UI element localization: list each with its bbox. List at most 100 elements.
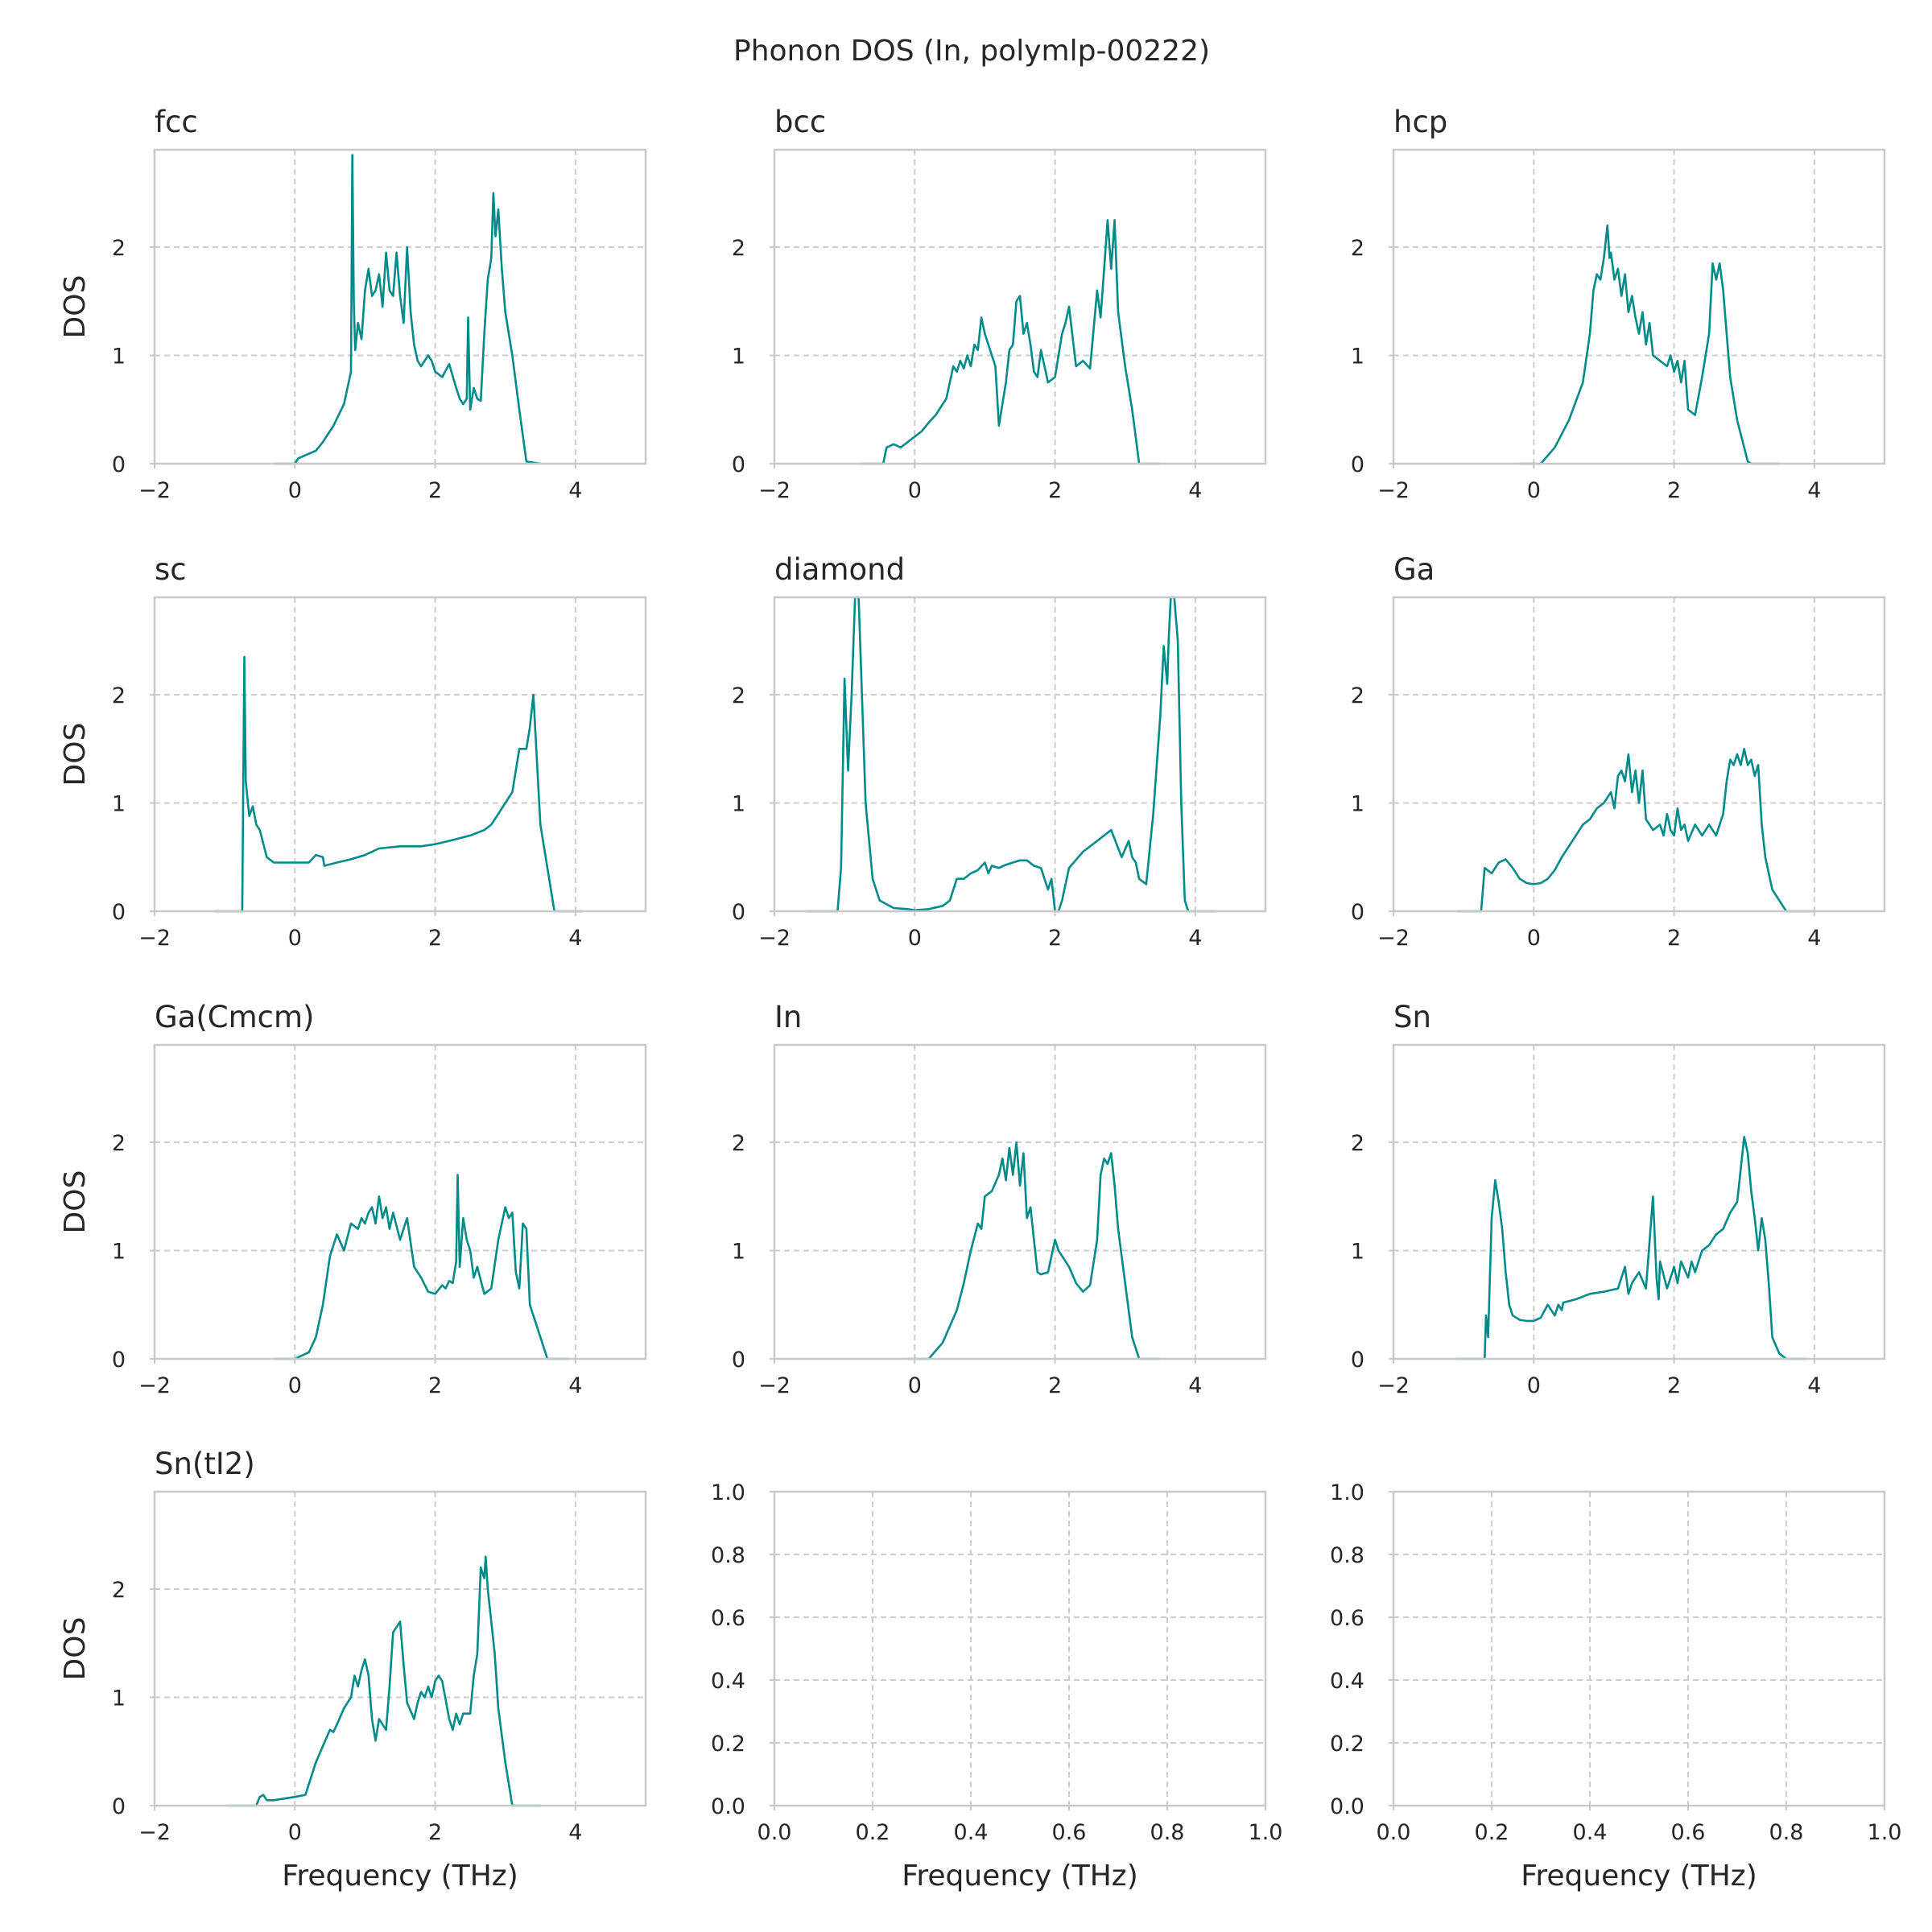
x-tick-label: 1.0: [1868, 1820, 1902, 1845]
dos-series-line: [274, 1174, 569, 1360]
panel-title: In: [774, 1000, 802, 1034]
y-tick-label: 1: [112, 1240, 126, 1265]
x-tick-label: −2: [758, 926, 791, 951]
y-tick-label: 2: [732, 1131, 745, 1156]
panel-title: fcc: [155, 105, 198, 139]
x-tick-label: 4: [568, 1373, 582, 1398]
x-tick-label: −2: [138, 478, 171, 503]
axes-frame: [773, 1490, 1267, 1807]
panel-fcc: −2 0 2 4 0 1 2 fcc DOS: [59, 105, 647, 503]
x-tick-label: 4: [568, 1820, 582, 1845]
dos-series-line: [858, 219, 1161, 465]
y-tick-label: 1: [1351, 345, 1364, 369]
x-tick-label: 0: [1527, 1373, 1541, 1398]
y-tick-label: 0.8: [711, 1543, 745, 1568]
x-tick-label: 4: [568, 926, 582, 951]
y-tick-label: 2: [112, 1578, 126, 1603]
y-tick-label: 2: [112, 683, 126, 708]
panel-sc: −2 0 2 4 0 1 2 sc DOS: [59, 552, 647, 951]
axes-frame: [153, 1490, 647, 1807]
y-tick-label: 0.2: [711, 1732, 745, 1757]
y-tick-label: 0.0: [1330, 1794, 1364, 1819]
axes-frame: [153, 148, 647, 465]
figure-title: Phonon DOS (In, polymlp-00222): [733, 35, 1210, 68]
x-tick-label: 0.2: [856, 1820, 890, 1845]
panel-title: Ga(Cmcm): [155, 1000, 314, 1034]
axes-frame: [153, 596, 647, 913]
x-tick-label: 0.8: [1150, 1820, 1185, 1845]
x-tick-label: 0.8: [1769, 1820, 1804, 1845]
y-tick-label: 0: [732, 452, 745, 477]
x-tick-label: 0: [908, 926, 922, 951]
x-tick-label: 2: [428, 478, 442, 503]
x-tick-label: −2: [1377, 1373, 1410, 1398]
x-tick-label: −2: [1377, 478, 1410, 503]
x-tick-label: 0.6: [1671, 1820, 1706, 1845]
dos-series-line: [907, 1141, 1161, 1360]
panels-container: −2 0 2 4 0 1 2 fcc DOS −2 0 2 4 0 1 2 bcc −2 0 2 4 0 1 2 hcp −2 0 2…: [59, 105, 1901, 1893]
y-tick-label: 0: [112, 900, 126, 925]
y-tick-label: 2: [112, 1131, 126, 1156]
axes-frame: [773, 148, 1267, 465]
panel-ga-cmcm: −2 0 2 4 0 1 2 Ga(Cmcm) DOS: [59, 1000, 647, 1398]
x-tick-label: 2: [428, 1373, 442, 1398]
y-tick-label: 0: [732, 900, 745, 925]
y-tick-label: 1: [1351, 792, 1364, 817]
y-tick-label: 0.2: [1330, 1732, 1364, 1757]
x-tick-label: 4: [1188, 478, 1202, 503]
panel-ga: −2 0 2 4 0 1 2 Ga: [1351, 552, 1886, 951]
y-tick-label: 0: [1351, 1348, 1364, 1373]
dos-series-line: [274, 154, 541, 465]
x-tick-label: −2: [758, 478, 791, 503]
y-tick-label: 1.0: [711, 1480, 745, 1505]
x-tick-label: 2: [1667, 478, 1681, 503]
y-tick-label: 1: [1351, 1240, 1364, 1265]
y-tick-label: 0.6: [711, 1606, 745, 1631]
x-tick-label: 4: [1188, 926, 1202, 951]
y-tick-label: 0.4: [1330, 1669, 1364, 1694]
panel-title: bcc: [774, 105, 826, 139]
y-tick-label: 2: [112, 236, 126, 261]
panel-title: Sn: [1393, 1000, 1431, 1034]
x-axis-label: Frequency (THz): [1521, 1860, 1757, 1893]
x-tick-label: 0: [908, 1373, 922, 1398]
y-tick-label: 2: [1351, 236, 1364, 261]
y-tick-label: 1: [732, 345, 745, 369]
y-tick-label: 0: [1351, 452, 1364, 477]
axes-frame: [1392, 148, 1886, 465]
x-tick-label: 4: [1188, 1373, 1202, 1398]
y-tick-label: 0: [112, 452, 126, 477]
x-tick-label: 0: [908, 478, 922, 503]
axes-frame: [773, 596, 1267, 913]
y-tick-label: 1: [732, 1240, 745, 1265]
axes-frame: [1392, 596, 1886, 913]
y-axis-label: DOS: [59, 723, 92, 786]
x-tick-label: 0.0: [1377, 1820, 1411, 1845]
y-tick-label: 0.4: [711, 1669, 745, 1694]
y-tick-label: 0: [112, 1794, 126, 1819]
x-tick-label: 2: [1048, 1373, 1062, 1398]
y-tick-label: 0: [1351, 900, 1364, 925]
x-tick-label: 2: [1667, 1373, 1681, 1398]
y-tick-label: 0.0: [711, 1794, 745, 1819]
y-tick-label: 1: [112, 345, 126, 369]
axes-frame: [1392, 1490, 1886, 1807]
panel-title: hcp: [1393, 105, 1447, 139]
panel-sn: −2 0 2 4 0 1 2 Sn: [1351, 1000, 1886, 1398]
panel-empty-11: 0.0 0.2 0.4 0.6 0.8 1.0 0.0 0.2 0.4 0.6 0.8 1.0 Freq…: [711, 1480, 1282, 1893]
y-axis-label: DOS: [59, 1170, 92, 1234]
dos-series-line: [214, 655, 583, 913]
axes-frame: [773, 1043, 1267, 1360]
y-tick-label: 2: [1351, 1131, 1364, 1156]
x-axis-label: Frequency (THz): [902, 1860, 1137, 1893]
y-tick-label: 1: [732, 792, 745, 817]
x-tick-label: −2: [1377, 926, 1410, 951]
panel-sn-ti2: −2 0 2 4 0 1 2 Sn(tI2) DOS Frequency (THz): [59, 1447, 647, 1893]
x-tick-label: −2: [758, 1373, 791, 1398]
panel-hcp: −2 0 2 4 0 1 2 hcp: [1351, 105, 1886, 503]
x-tick-label: 4: [1807, 926, 1821, 951]
y-tick-label: 0.6: [1330, 1606, 1364, 1631]
x-tick-label: 0.4: [954, 1820, 989, 1845]
x-tick-label: 2: [428, 926, 442, 951]
x-tick-label: 0.2: [1475, 1820, 1509, 1845]
